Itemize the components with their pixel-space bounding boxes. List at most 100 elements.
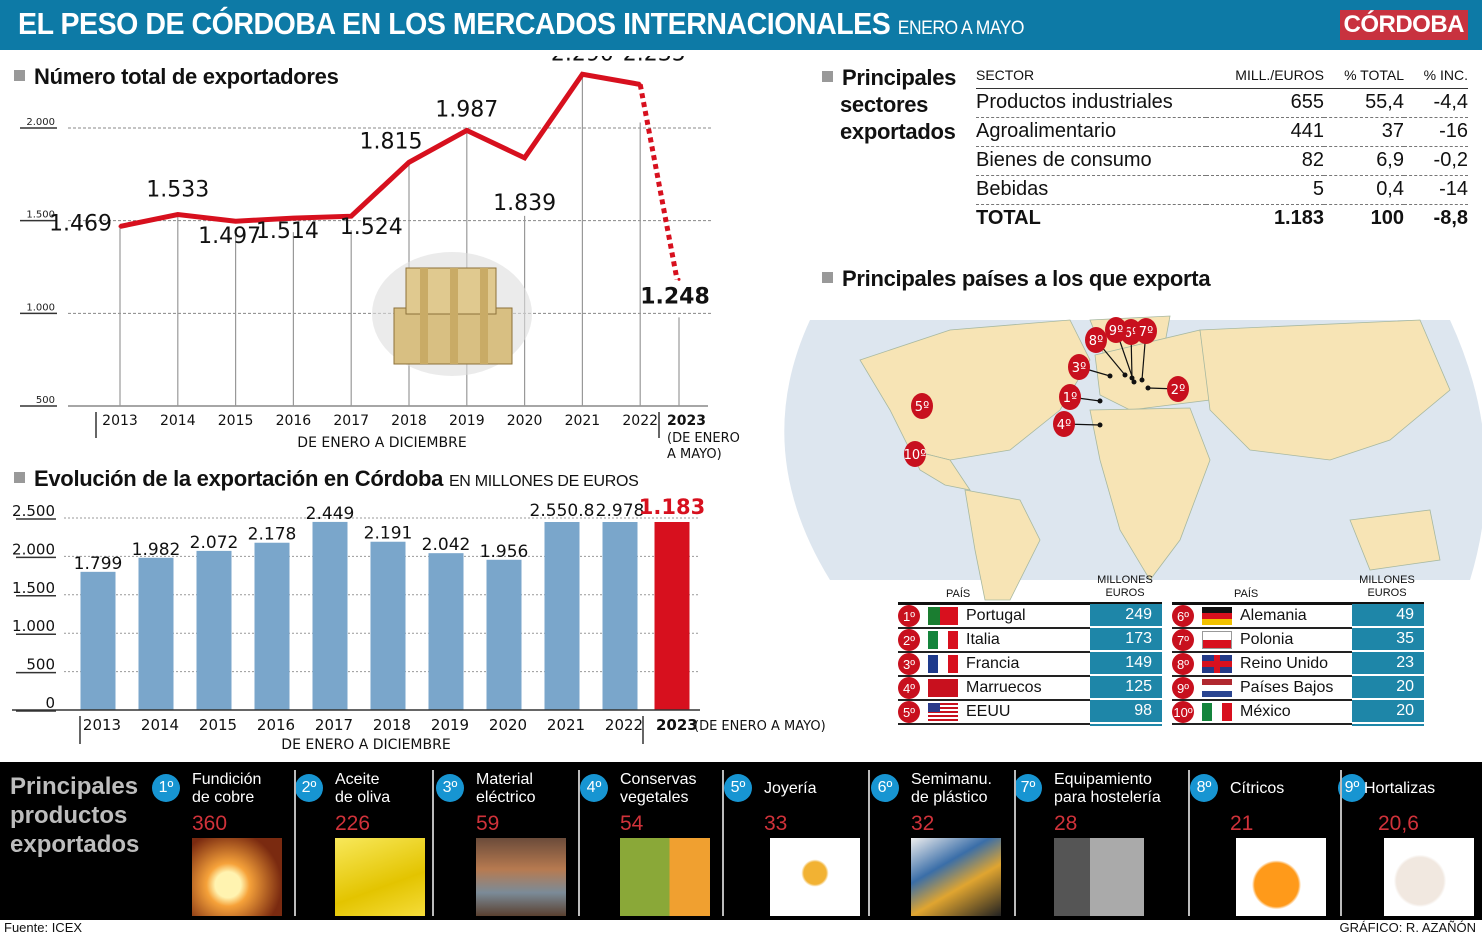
xtick-label: 2020 bbox=[489, 716, 527, 734]
rank-marker-label: 9º bbox=[1109, 324, 1123, 339]
title-subtitle: ENERO A MAYO bbox=[897, 18, 1025, 39]
bar-value-label: 2.072 bbox=[190, 533, 239, 553]
continent-asia bbox=[1199, 319, 1451, 461]
country-name: Alemania bbox=[1240, 607, 1307, 624]
x-axis-label: DE ENERO A DICIEMBRE bbox=[281, 737, 450, 753]
rank-marker bbox=[911, 393, 933, 419]
exports-bar-chart: 0 500 1.000 1.500 2.000 2.500 1.799 1.982 2.072 2… bbox=[12, 496, 826, 753]
sector-name: Agroalimentario bbox=[976, 120, 1117, 142]
rank-marker-label: 10º bbox=[904, 448, 927, 463]
rank-marker-label: 8º bbox=[1089, 334, 1103, 349]
products-strip: Principales productos exportados 1º Fundi… bbox=[0, 762, 1482, 920]
continent-australia bbox=[1349, 509, 1441, 571]
sector-value: -8,8 bbox=[1433, 207, 1468, 230]
country-row: 8º Reino Unido bbox=[1172, 653, 1352, 677]
xtick-label: 2017 bbox=[315, 716, 353, 734]
bullet-square-icon bbox=[822, 272, 833, 283]
product-name: Cítricos bbox=[1230, 780, 1285, 797]
header-banner: EL PESO DE CÓRDOBA EN LOS MERCADOS INTER… bbox=[0, 0, 1482, 52]
data-point bbox=[465, 128, 469, 132]
xtick-label: 2013 bbox=[83, 716, 121, 734]
italy-flag-icon bbox=[928, 631, 958, 649]
value-label: 1.524 bbox=[340, 215, 403, 240]
ytick-label: 2.000 bbox=[26, 117, 55, 128]
mexico-flag-icon bbox=[1202, 703, 1232, 721]
sectors-title: Principales sectores exportados bbox=[822, 64, 956, 145]
country-name: Marruecos bbox=[966, 679, 1042, 696]
product-name: Hortalizas bbox=[1364, 780, 1436, 797]
data-point bbox=[677, 277, 681, 281]
product-separator bbox=[578, 770, 580, 916]
country-name: Polonia bbox=[1240, 631, 1294, 648]
title-main: EL PESO DE CÓRDOBA EN LOS MERCADOS INTER… bbox=[18, 6, 891, 41]
column-header-value: MILLONES EUROS bbox=[1097, 574, 1153, 599]
rank-badge: 3º bbox=[436, 774, 464, 802]
sectors-total-row: TOTAL 1.183 100 -8,8 bbox=[976, 204, 1468, 233]
value-label: 2.290 bbox=[551, 56, 614, 66]
source-note: Fuente: ICEX bbox=[4, 920, 83, 935]
product-item: 8º Cítricos 21 bbox=[1188, 762, 1328, 920]
rank-marker-label: 6º bbox=[1124, 326, 1138, 341]
rank-badge: 9º bbox=[1338, 774, 1366, 802]
country-value: 20 bbox=[1352, 676, 1424, 700]
bullet-square-icon bbox=[14, 472, 25, 483]
world-map: 1º 2º 3º 4º 5º 6º 7º 8º 9º 10º bbox=[784, 315, 1482, 601]
sector-name: Bienes de consumo bbox=[976, 149, 1152, 171]
marker-point bbox=[1097, 422, 1103, 428]
product-name: Aceite de oliva bbox=[335, 771, 391, 806]
product-value: 33 bbox=[764, 812, 788, 835]
xtick-label: 2018 bbox=[391, 413, 427, 429]
continent-central-america bbox=[909, 449, 971, 491]
product-item: 9º Hortalizas 20,6 bbox=[1336, 762, 1476, 920]
xtick-label: 2018 bbox=[373, 716, 411, 734]
bar-value-label: 1.982 bbox=[132, 540, 181, 560]
country-name: Francia bbox=[966, 655, 1020, 672]
bar-value-label: 2.191 bbox=[364, 524, 413, 544]
rank-badge: 10º bbox=[1172, 701, 1194, 723]
country-row: 7º Polonia bbox=[1172, 629, 1352, 653]
bar bbox=[486, 559, 522, 710]
countries-title: Principales países a los que exporta bbox=[822, 266, 1211, 292]
xtick-label: 2013 bbox=[102, 413, 138, 429]
country-name: México bbox=[1240, 703, 1291, 720]
sector-value: 37 bbox=[1381, 120, 1404, 142]
bar-value-label: 1.956 bbox=[480, 542, 529, 562]
rank-marker-label: 5º bbox=[915, 400, 929, 415]
data-point bbox=[176, 213, 180, 217]
bar-value-label: 1.183 bbox=[639, 496, 705, 519]
rank-marker bbox=[1068, 354, 1090, 380]
column-header-country: PAÍS bbox=[1234, 588, 1259, 600]
column-header-value: MILLONES EUROS bbox=[1359, 574, 1415, 599]
rank-marker bbox=[1167, 376, 1189, 402]
country-row: 9º Países Bajos bbox=[1172, 677, 1352, 701]
bar-value-label: 2.978 bbox=[596, 501, 645, 521]
rank-marker-label: 3º bbox=[1072, 361, 1086, 376]
rank-badge: 2º bbox=[295, 774, 323, 802]
bar-value-label: 2.042 bbox=[422, 535, 471, 555]
sectors-row: Productos industriales 655 55,4 -4,4 bbox=[976, 88, 1468, 117]
country-value: 173 bbox=[1090, 628, 1162, 652]
value-column: 49 35 23 20 20 bbox=[1352, 604, 1424, 726]
country-value: 125 bbox=[1090, 676, 1162, 700]
product-value: 226 bbox=[335, 812, 371, 835]
rank-badge: 5º bbox=[898, 701, 920, 723]
sector-value: -0,2 bbox=[1433, 149, 1468, 171]
sector-value: -4,4 bbox=[1433, 91, 1468, 113]
xtick-label: 2019 bbox=[449, 413, 485, 429]
bar bbox=[254, 542, 290, 710]
product-separator bbox=[868, 770, 870, 916]
sector-value: 6,9 bbox=[1376, 149, 1404, 171]
sector-value: 82 bbox=[1301, 149, 1324, 171]
sector-value: 100 bbox=[1370, 207, 1404, 230]
brand-logo: CÓRDOBA bbox=[1339, 10, 1468, 40]
product-value: 20,6 bbox=[1378, 812, 1419, 835]
header-rule bbox=[898, 602, 1162, 605]
sector-value: 655 bbox=[1290, 91, 1324, 113]
ytick-label: 1.000 bbox=[26, 302, 55, 313]
series-line-solid bbox=[119, 71, 641, 229]
bullet-square-icon bbox=[14, 70, 25, 81]
rank-badge: 2º bbox=[898, 629, 920, 651]
page-title: EL PESO DE CÓRDOBA EN LOS MERCADOS INTER… bbox=[18, 6, 1024, 42]
country-row: 6º Alemania bbox=[1172, 605, 1352, 629]
sector-name: Bebidas bbox=[976, 178, 1049, 200]
